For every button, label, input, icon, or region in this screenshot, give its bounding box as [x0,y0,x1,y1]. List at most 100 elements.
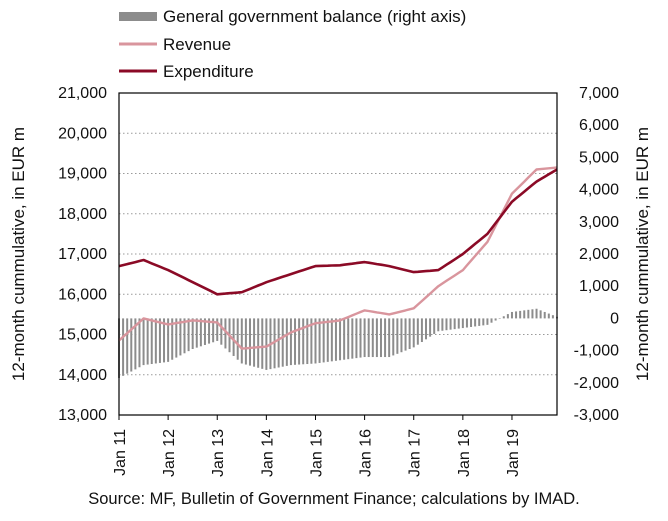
balance-bar [510,311,513,319]
legend-swatch-balance [119,12,157,21]
right-ticks: -3,000 -2,000 -1,000 0 1,000 2,000 3,000 4,000 5… [574,85,619,424]
balance-bar [449,318,452,330]
balance-bar [482,318,485,326]
balance-bar [253,318,256,367]
balance-bar [273,318,276,369]
balance-bar [519,310,522,319]
balance-bar [322,318,325,363]
balance-bar [154,318,157,364]
y-right-tick-label: 1,000 [579,278,619,295]
y-right-tick-label: -1,000 [574,343,619,360]
balance-bar [441,318,444,331]
balance-bar [224,318,227,349]
balance-bar [416,318,419,345]
balance-bar [543,311,546,319]
balance-bar [326,318,329,362]
balance-bar [158,318,161,363]
balance-bar [130,318,133,372]
balance-bar [412,318,415,348]
balance-bar [220,318,223,345]
balance-bar [404,318,407,351]
balance-bar [490,318,493,323]
x-tick-label: Jan 15 [308,429,325,477]
balance-bars [118,308,558,378]
balance-bar [183,318,186,354]
balance-bar [285,318,288,366]
x-tick-label: Jan 14 [259,429,276,477]
balance-bar [195,318,198,348]
legend-label-balance: General government balance (right axis) [163,7,466,26]
balance-bar [429,318,432,337]
legend: General government balance (right axis) … [119,7,466,81]
x-tick-label: Jan 19 [505,429,522,477]
balance-bar [310,318,313,364]
balance-bar [134,318,137,370]
balance-bar [265,318,268,370]
x-tick-label: Jan 17 [407,429,424,477]
legend-label-revenue: Revenue [163,35,231,54]
balance-bar [355,318,358,359]
balance-bar [216,318,219,341]
source-note: Source: MF, Bulletin of Government Finan… [88,490,580,508]
balance-bar [306,318,309,365]
balance-bar [425,318,428,340]
balance-bar [408,318,411,349]
balance-bar [367,318,370,358]
x-ticks: Jan 11 Jan 12 Jan 13 Jan 14 Jan 15 Jan 16 Jan … [112,415,522,477]
balance-bar [457,318,460,329]
balance-bar [498,318,501,319]
balance-bar [208,318,211,344]
y-right-tick-label: 4,000 [579,182,619,199]
balance-bar [343,318,346,360]
balance-bar [187,318,190,352]
balance-bar [257,318,260,368]
balance-bar [347,318,350,360]
balance-bar [437,318,440,332]
y-right-tick-label: -3,000 [574,407,619,424]
balance-bar [212,318,215,343]
balance-bar [138,318,141,368]
balance-bar [199,318,202,347]
balance-bar [359,318,362,358]
x-tick-label: Jan 16 [358,429,375,477]
x-tick-label: Jan 18 [456,429,473,477]
y-right-tick-label: 5,000 [579,149,619,166]
y-right-tick-label: -2,000 [574,375,619,392]
balance-bar [248,318,251,366]
balance-bar [150,318,153,365]
expenditure-line [118,168,558,296]
balance-bar [400,318,403,353]
balance-bar [240,318,243,364]
left-axis-title: 12-month cummulative, in EUR m [9,127,28,381]
balance-bar [351,318,354,359]
chart: 13,000 14,000 15,000 16,000 17,000 18,000 19,0… [9,7,652,477]
balance-bar [502,316,505,319]
y-left-tick-label: 21,000 [58,85,107,102]
y-left-tick-label: 16,000 [58,286,107,303]
balance-bar [375,318,378,358]
revenue-line [118,166,558,350]
balance-bar [203,318,206,345]
balance-bar [334,318,337,361]
y-right-tick-label: 2,000 [579,246,619,263]
y-left-tick-label: 13,000 [58,407,107,424]
balance-bar [175,318,178,358]
balance-bar [339,318,342,361]
balance-bar [167,318,170,362]
y-right-tick-label: 0 [610,310,619,327]
plot-frame [118,92,558,416]
balance-bar [171,318,174,360]
balance-bar [392,318,395,356]
balance-bar [232,318,235,356]
y-right-tick-label: 6,000 [579,117,619,134]
balance-bar [236,318,239,360]
balance-bar [146,318,149,365]
y-left-tick-label: 17,000 [58,246,107,263]
balance-bar [179,318,182,356]
balance-bar [163,318,166,363]
balance-bar [126,318,129,374]
balance-bar [371,318,374,358]
balance-bar [433,318,436,334]
balance-bar [330,318,333,362]
balance-bar [551,315,554,319]
